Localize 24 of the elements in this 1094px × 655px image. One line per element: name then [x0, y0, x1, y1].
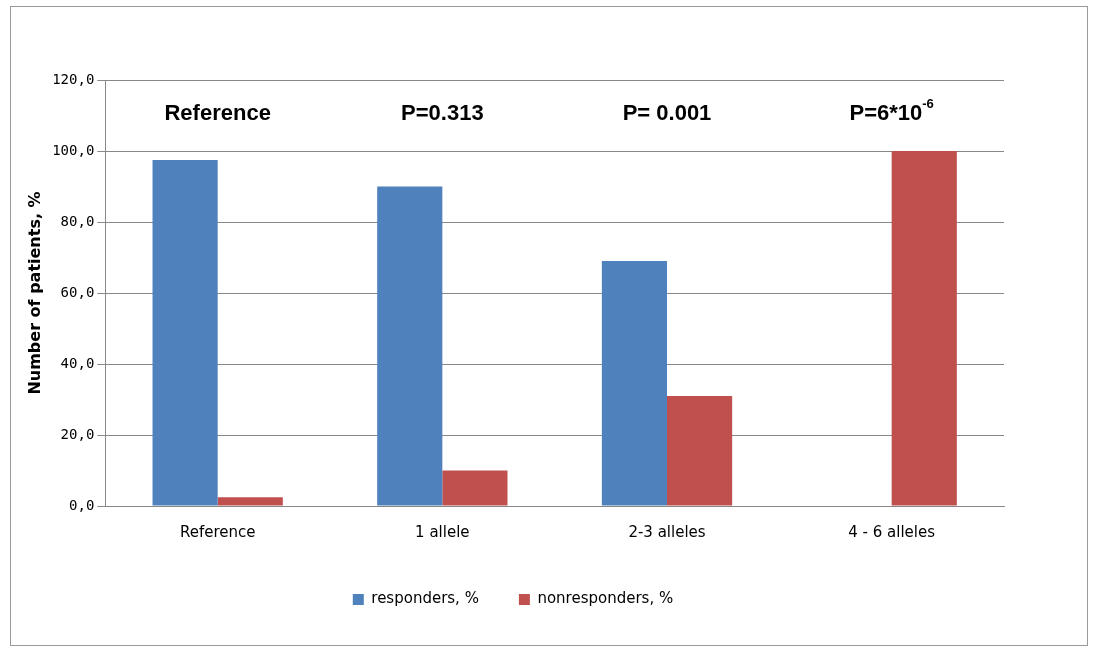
- annotation: P= 0.001: [622, 100, 712, 126]
- x-tick-label: 1 allele: [415, 522, 470, 541]
- y-tick-label: 60,0: [60, 283, 95, 300]
- x-tick-label: 2-3 alleles: [628, 522, 706, 541]
- legend-label: responders, %: [371, 589, 479, 608]
- y-tick-label: 100,0: [52, 141, 95, 158]
- bar: [217, 497, 283, 506]
- y-tick-label: 40,0: [60, 354, 95, 371]
- bar: [152, 159, 218, 506]
- y-axis-title: Number of patients, %: [24, 191, 44, 395]
- y-tick-label: 80,0: [60, 212, 95, 229]
- bar: [442, 470, 508, 506]
- bar: [377, 186, 443, 506]
- bar: [667, 395, 733, 506]
- x-tick-label: 4 - 6 alleles: [848, 522, 936, 541]
- y-tick-label: 120,0: [52, 70, 95, 87]
- annotation: P=0.313: [401, 100, 484, 126]
- y-tick-label: 20,0: [60, 425, 95, 442]
- x-tick-label: Reference: [179, 522, 256, 541]
- bar: [601, 261, 667, 506]
- annotation: Reference: [164, 100, 271, 126]
- legend-label: nonresponders, %: [537, 589, 674, 608]
- y-tick-label: 0,0: [69, 496, 95, 513]
- bar: [891, 151, 957, 506]
